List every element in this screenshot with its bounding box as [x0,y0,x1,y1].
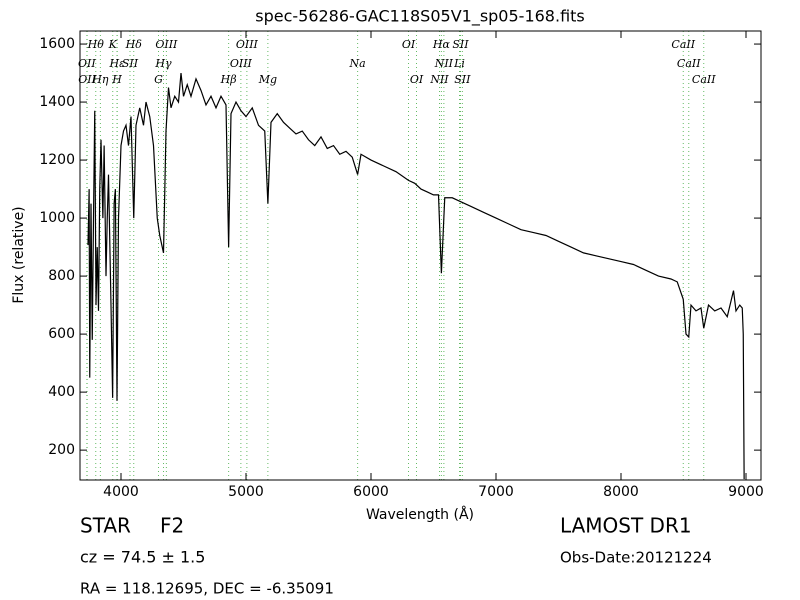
survey: LAMOST DR1 [560,514,692,538]
plot-area [86,31,745,480]
x-tick-label: 6000 [353,484,389,500]
spectral-line-label: Hα [432,38,451,51]
x-tick-label: 4000 [103,484,139,500]
y-tick-label: 1600 [39,36,75,52]
spectral-line-label: Li [453,57,465,70]
spectral-line-label: Mg [258,73,277,86]
spectral-line-label: K [108,38,118,51]
spectral-line-label: H [111,73,122,86]
coordinates: RA = 118.12695, DEC = -6.35091 [80,580,334,598]
spectral-line-label: OI [402,38,416,51]
spectral-line-label: Na [349,57,366,70]
spectral-line-label: Hθ [87,38,105,51]
spectral-line-label: NII [429,73,449,86]
x-tick-label: 8000 [603,484,639,500]
object-class: STAR [80,514,131,538]
y-tick-label: 800 [48,268,75,284]
obs-date: Obs-Date:20121224 [560,549,712,567]
redshift: cz = 74.5 ± 1.5 [80,548,205,567]
x-tick-label: 7000 [478,484,514,500]
spectral-line-label: CaII [671,38,695,51]
spectral-line-label: SII [454,73,471,86]
x-axis-label: Wavelength (Å) [366,506,474,523]
y-tick-label: 1000 [39,210,75,226]
spectral-line-label: Hη [91,73,109,86]
y-tick-label: 600 [48,326,75,342]
y-tick-label: 200 [48,442,75,458]
subclass: F2 [160,514,184,538]
spectral-line-label: SII [452,38,469,51]
spectral-line-label: OII [78,57,96,70]
spectral-line-label: OIII [236,38,259,51]
x-tick-label: 5000 [228,484,264,500]
spectrum-line [87,72,745,480]
spectral-line-label: OI [410,73,424,86]
spectral-line-label: OIII [155,38,178,51]
axes-frame [79,30,762,481]
spectral-line-label: CaII [692,73,716,86]
spectral-line-label: NII [434,57,454,70]
spectral-line-label: G [154,73,163,86]
spectral-line-label: Hγ [154,57,172,70]
spectral-line-label: Hε [109,57,126,70]
spectral-line-label: CaII [677,57,701,70]
x-tick-label: 9000 [728,484,764,500]
y-tick-label: 1400 [39,94,75,110]
chart-title: spec-56286-GAC118S05V1_sp05-168.fits [255,7,585,27]
spectral-line-label: Hδ [125,38,143,51]
y-tick-label: 1200 [39,152,75,168]
y-tick-label: 400 [48,384,75,400]
spectral-line-label: OIII [230,57,253,70]
spectral-line-label: OII [78,73,96,86]
spectral-line-label: Hβ [220,73,237,86]
y-axis-label: Flux (relative) [11,206,27,303]
spectral-line-label: SII [122,57,139,70]
